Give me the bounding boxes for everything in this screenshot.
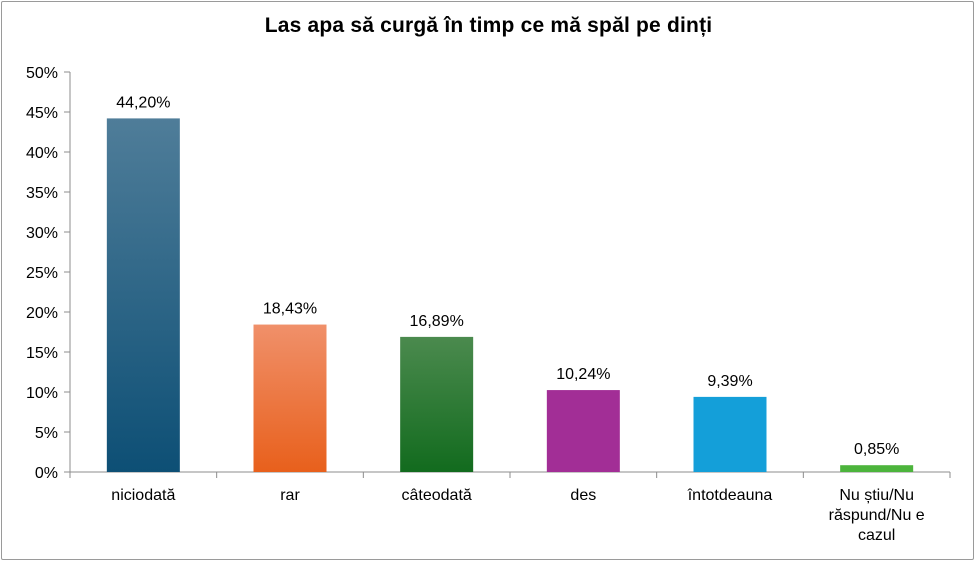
data-label: 9,39%	[707, 373, 752, 390]
y-tick-label: 0%	[35, 465, 58, 482]
y-tick-label: 50%	[26, 65, 58, 82]
y-tick-label: 40%	[26, 145, 58, 162]
data-label: 16,89%	[410, 313, 464, 330]
bar	[546, 390, 620, 472]
y-tick-label: 5%	[35, 425, 58, 442]
y-tick-label: 25%	[26, 265, 58, 282]
y-tick-label: 15%	[26, 345, 58, 362]
bar	[400, 336, 474, 472]
data-label: 18,43%	[263, 301, 317, 318]
data-label: 0,85%	[854, 441, 899, 458]
y-tick-label: 20%	[26, 305, 58, 322]
bar	[693, 396, 767, 472]
bar	[840, 465, 914, 472]
y-tick-label: 35%	[26, 185, 58, 202]
data-label: 10,24%	[556, 366, 610, 383]
y-tick-label: 10%	[26, 385, 58, 402]
data-label: 44,20%	[116, 94, 170, 111]
bar	[253, 324, 327, 472]
y-tick-label: 30%	[26, 225, 58, 242]
chart-title: Las apa să curgă în timp ce mă spăl pe d…	[264, 14, 713, 37]
x-tick-label: Nu știu/Nu răspund/Nu e cazul	[829, 487, 925, 544]
y-tick-label: 45%	[26, 105, 58, 122]
bar	[106, 118, 180, 473]
x-tick-label: niciodată	[111, 487, 175, 504]
x-tick-label: rar	[280, 487, 300, 504]
x-tick-label: câteodată	[402, 487, 472, 504]
x-tick-label: întotdeauna	[687, 487, 773, 504]
x-tick-label: des	[570, 487, 596, 504]
